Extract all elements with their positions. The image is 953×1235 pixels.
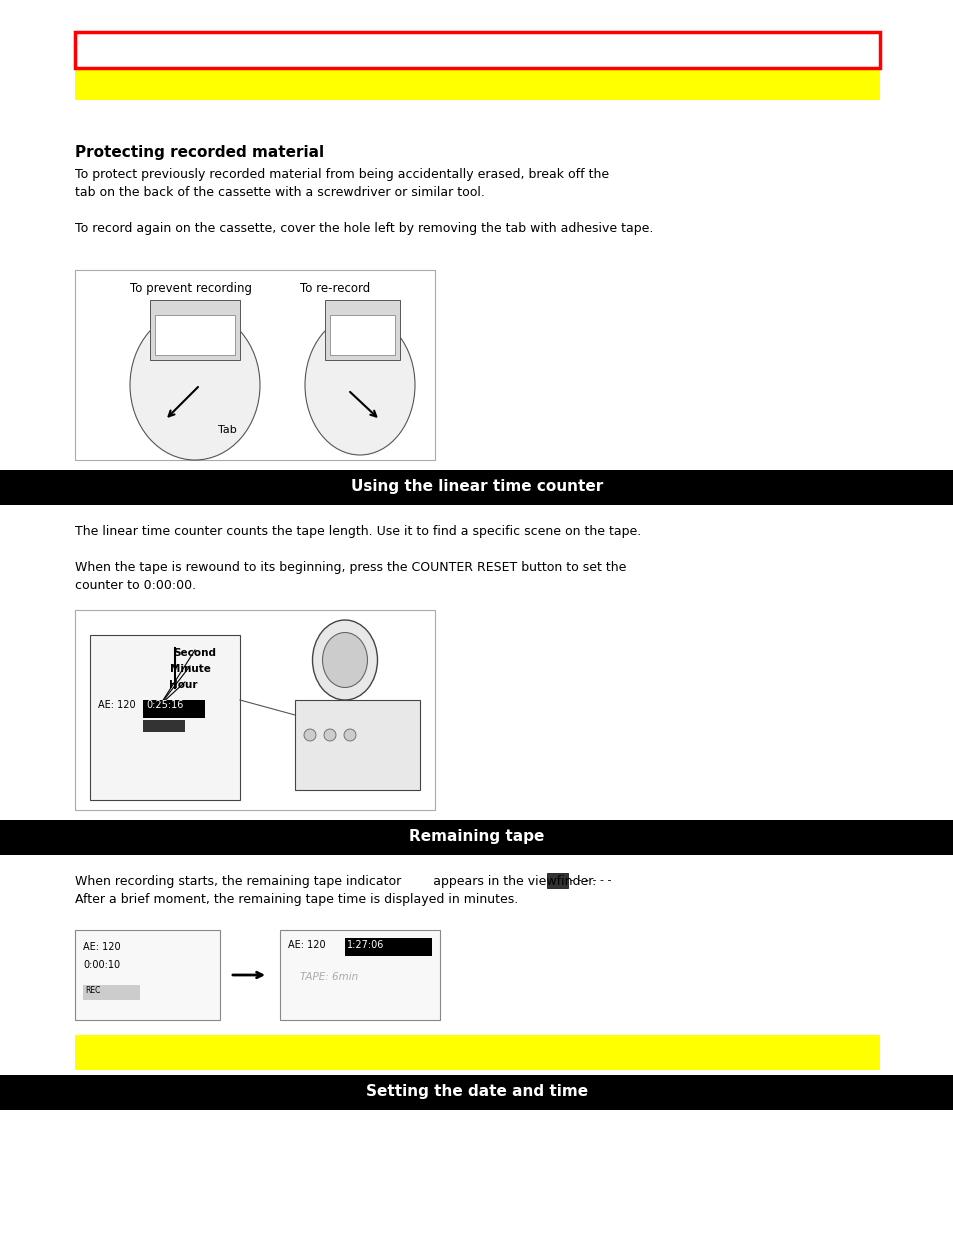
Text: Minute: Minute [170,664,211,674]
Bar [294,700,419,790]
Text: The linear time counter counts the tape length. Use it to find a specific scene : The linear time counter counts the tape … [75,525,640,538]
Text: TAPE: 6min: TAPE: 6min [299,972,358,982]
Text: After a brief moment, the remaining tape time is displayed in minutes.: After a brief moment, the remaining tape… [75,893,517,906]
Ellipse shape [304,729,315,741]
Text: To protect previously recorded material from being accidentally erased, break of: To protect previously recorded material … [75,168,608,182]
Text: Second: Second [173,648,216,658]
Bar [345,939,432,956]
Bar [150,300,240,359]
Bar [75,70,879,100]
Bar [143,700,205,718]
Text: 1:27:06: 1:27:06 [347,940,384,950]
Bar [325,300,399,359]
Text: REC: REC [85,986,100,995]
Text: When recording starts, the remaining tape indicator        appears in the viewfi: When recording starts, the remaining tap… [75,876,596,888]
Text: AE: 120: AE: 120 [288,940,325,950]
Text: 0:00:10: 0:00:10 [83,960,120,969]
Bar [0,471,953,505]
Bar [75,930,220,1020]
Bar [143,720,185,732]
Text: Hour: Hour [169,680,197,690]
Bar [0,820,953,855]
Bar [83,986,140,1000]
Bar [75,1035,879,1070]
Ellipse shape [344,729,355,741]
Text: Protecting recorded material: Protecting recorded material [75,144,324,161]
Text: - - - - - -: - - - - - - [569,876,611,885]
Text: counter to 0:00:00.: counter to 0:00:00. [75,579,196,592]
Bar [90,635,240,800]
Text: Tab: Tab [218,425,236,435]
Text: To prevent recording: To prevent recording [130,282,252,295]
Ellipse shape [324,729,335,741]
Bar [330,315,395,354]
Bar [0,1074,953,1110]
Ellipse shape [305,315,415,454]
Text: Using the linear time counter: Using the linear time counter [351,479,602,494]
Ellipse shape [130,310,260,459]
Bar [75,270,435,459]
Text: tab on the back of the cassette with a screwdriver or similar tool.: tab on the back of the cassette with a s… [75,186,484,199]
Bar [75,32,879,68]
Text: AE: 120: AE: 120 [83,942,120,952]
Bar [280,930,439,1020]
Text: When the tape is rewound to its beginning, press the COUNTER RESET button to set: When the tape is rewound to its beginnin… [75,561,626,574]
Text: AE: 120: AE: 120 [98,700,135,710]
Bar [154,315,234,354]
Text: 0:25:16: 0:25:16 [146,700,183,710]
Text: To record again on the cassette, cover the hole left by removing the tab with ad: To record again on the cassette, cover t… [75,222,653,235]
Ellipse shape [322,632,367,688]
Text: Setting the date and time: Setting the date and time [366,1084,587,1099]
Text: Remaining tape: Remaining tape [409,830,544,845]
Text: To re-record: To re-record [299,282,370,295]
Ellipse shape [313,620,377,700]
Bar [75,610,435,810]
Bar [546,873,567,888]
